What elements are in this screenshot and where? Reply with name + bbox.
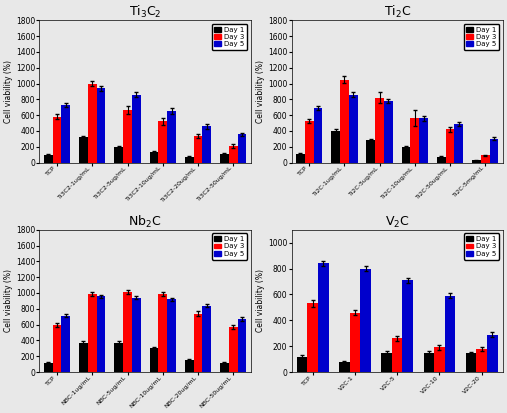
- Bar: [446, 129, 454, 163]
- Bar: [403, 280, 413, 372]
- Bar: [229, 327, 237, 372]
- Bar: [445, 296, 455, 372]
- Bar: [185, 360, 194, 372]
- Legend: Day 1, Day 3, Day 5: Day 1, Day 3, Day 5: [211, 233, 247, 259]
- Bar: [331, 131, 340, 163]
- Bar: [318, 263, 329, 372]
- Bar: [466, 353, 477, 372]
- Bar: [88, 83, 97, 163]
- Y-axis label: Cell viability (%): Cell viability (%): [256, 60, 265, 123]
- Bar: [61, 316, 70, 372]
- Bar: [350, 313, 360, 372]
- Bar: [44, 154, 53, 163]
- Bar: [158, 121, 167, 163]
- Bar: [44, 363, 53, 372]
- Bar: [490, 139, 498, 163]
- Bar: [472, 160, 481, 163]
- Legend: Day 1, Day 3, Day 5: Day 1, Day 3, Day 5: [211, 24, 247, 50]
- Bar: [297, 356, 307, 372]
- Bar: [53, 325, 61, 372]
- Bar: [150, 348, 158, 372]
- Bar: [375, 98, 384, 163]
- Bar: [202, 306, 211, 372]
- Bar: [437, 157, 446, 163]
- Bar: [411, 118, 419, 163]
- Bar: [296, 154, 305, 163]
- Bar: [305, 121, 314, 163]
- Bar: [114, 147, 123, 163]
- Bar: [392, 338, 403, 372]
- Bar: [88, 294, 97, 372]
- Title: Nb$_2$C: Nb$_2$C: [128, 214, 162, 230]
- Bar: [194, 136, 202, 163]
- Legend: Day 1, Day 3, Day 5: Day 1, Day 3, Day 5: [464, 24, 499, 50]
- Title: Ti$_3$C$_2$: Ti$_3$C$_2$: [129, 4, 161, 20]
- Title: Ti$_2$C: Ti$_2$C: [384, 4, 411, 20]
- Bar: [97, 88, 105, 163]
- Bar: [202, 126, 211, 163]
- Y-axis label: Cell viability (%): Cell viability (%): [256, 269, 265, 332]
- Bar: [123, 110, 132, 163]
- Bar: [132, 95, 141, 163]
- Bar: [424, 353, 434, 372]
- Bar: [237, 134, 246, 163]
- Bar: [150, 152, 158, 163]
- Bar: [229, 146, 237, 163]
- Bar: [132, 298, 141, 372]
- Bar: [434, 347, 445, 372]
- Title: V$_2$C: V$_2$C: [385, 215, 410, 230]
- Bar: [307, 304, 318, 372]
- Y-axis label: Cell viability (%): Cell viability (%): [4, 269, 13, 332]
- Bar: [339, 362, 350, 372]
- Bar: [61, 105, 70, 163]
- Bar: [158, 294, 167, 372]
- Bar: [79, 343, 88, 372]
- Bar: [79, 137, 88, 163]
- Bar: [123, 292, 132, 372]
- Bar: [360, 268, 371, 372]
- Bar: [349, 95, 357, 163]
- Bar: [185, 157, 194, 163]
- Bar: [487, 335, 497, 372]
- Bar: [340, 80, 349, 163]
- Bar: [53, 117, 61, 163]
- Bar: [402, 147, 411, 163]
- Bar: [167, 111, 176, 163]
- Y-axis label: Cell viability (%): Cell viability (%): [4, 60, 13, 123]
- Bar: [367, 140, 375, 163]
- Bar: [220, 363, 229, 372]
- Bar: [167, 299, 176, 372]
- Bar: [419, 118, 428, 163]
- Bar: [314, 108, 322, 163]
- Bar: [481, 155, 490, 163]
- Bar: [114, 343, 123, 372]
- Bar: [381, 353, 392, 372]
- Bar: [220, 154, 229, 163]
- Legend: Day 1, Day 3, Day 5: Day 1, Day 3, Day 5: [464, 233, 499, 259]
- Bar: [454, 124, 463, 163]
- Bar: [97, 296, 105, 372]
- Bar: [477, 349, 487, 372]
- Bar: [237, 319, 246, 372]
- Bar: [194, 313, 202, 372]
- Bar: [384, 101, 393, 163]
